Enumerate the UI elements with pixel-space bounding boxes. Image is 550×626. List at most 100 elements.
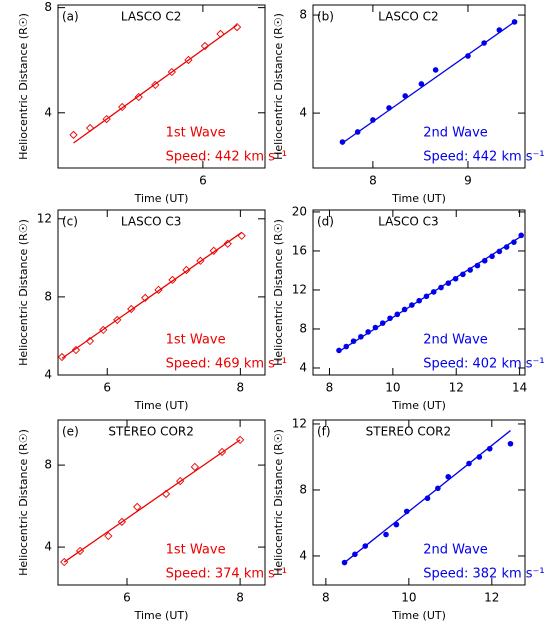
plot-frame — [312, 419, 526, 586]
data-point — [200, 41, 210, 51]
data-point — [503, 244, 510, 250]
x-tick-label: 6 — [123, 591, 131, 605]
y-axis-label: Heliocentric Distance (R☉) — [272, 219, 285, 366]
data-point — [75, 546, 85, 556]
data-point — [71, 345, 81, 355]
data-point — [379, 320, 386, 326]
data-point — [341, 559, 348, 566]
y-tick-label: 12 — [292, 282, 307, 296]
x-tick-label: 12 — [484, 591, 499, 605]
y-axis-label: Heliocentric Distance (R☉) — [17, 219, 30, 366]
data-point — [489, 253, 495, 260]
data-point — [386, 105, 392, 111]
y-axis-label: Heliocentric Distance (R☉) — [17, 429, 30, 576]
data-point — [445, 473, 452, 480]
y-tick-label: 8 — [299, 482, 307, 496]
data-point — [113, 315, 122, 325]
data-point — [57, 352, 67, 362]
data-point — [209, 246, 218, 255]
plot-frame — [57, 419, 266, 586]
y-tick-label: 8 — [299, 321, 307, 335]
data-point — [182, 265, 191, 275]
x-axis-label: Time (UT) — [134, 609, 189, 622]
data-point — [432, 67, 439, 73]
data-point — [102, 114, 111, 124]
y-axis-label: Heliocentric Distance (R☉) — [272, 429, 285, 576]
data-point — [401, 306, 408, 313]
x-tick-label: 10 — [385, 381, 400, 395]
data-point — [511, 239, 517, 245]
y-tick-label: 4 — [44, 105, 52, 119]
speed-label: Speed: 469 km s⁻¹ — [166, 357, 287, 372]
x-tick-label: 14 — [512, 381, 527, 395]
x-tick-label: 10 — [401, 591, 416, 605]
data-point — [161, 489, 171, 499]
data-point — [151, 80, 160, 90]
x-tick-label: 6 — [199, 174, 207, 188]
y-tick-label: 4 — [299, 360, 307, 374]
data-point — [167, 67, 176, 77]
x-axis-label: Time (UT) — [391, 609, 446, 622]
y-tick-label: 4 — [44, 540, 52, 554]
y-tick-label: 8 — [44, 0, 52, 14]
data-point — [176, 476, 185, 486]
panel-label: (c) — [62, 215, 78, 229]
y-axis-label: Heliocentric Distance (R☉) — [17, 13, 30, 160]
fit-line — [63, 439, 241, 563]
plot-frame — [312, 209, 526, 376]
instrument-label: LASCO C3 — [121, 215, 181, 229]
panel-label: (e) — [62, 425, 79, 439]
data-point — [445, 280, 452, 286]
data-point — [481, 40, 487, 46]
data-point — [352, 551, 358, 558]
x-tick-label: 9 — [464, 174, 472, 188]
data-point — [365, 329, 371, 335]
data-point — [358, 333, 364, 340]
speed-label: Speed: 382 km s⁻¹ — [423, 567, 544, 582]
data-point — [69, 130, 78, 140]
data-point — [370, 117, 376, 123]
data-point — [134, 92, 143, 102]
fit-line — [61, 231, 243, 359]
wave-label: 1st Wave — [166, 126, 226, 141]
data-point — [99, 325, 108, 335]
panel-label: (d) — [317, 215, 334, 229]
data-point — [507, 440, 514, 447]
instrument-label: LASCO C2 — [121, 10, 181, 24]
data-point — [511, 19, 518, 25]
speed-label: Speed: 442 km s⁻¹ — [423, 150, 544, 165]
y-tick-label: 12 — [37, 211, 52, 225]
data-point — [336, 347, 342, 354]
data-point — [481, 257, 488, 264]
instrument-label: LASCO C3 — [378, 215, 438, 229]
data-point — [435, 485, 441, 492]
data-point — [196, 256, 205, 265]
speed-label: Speed: 442 km s⁻¹ — [166, 150, 287, 165]
x-tick-label: 8 — [369, 174, 377, 188]
data-point — [402, 93, 409, 99]
y-axis-label: Heliocentric Distance (R☉) — [272, 13, 285, 160]
data-point — [383, 531, 389, 538]
data-point — [85, 336, 95, 346]
data-point — [476, 454, 483, 460]
data-point — [223, 239, 232, 248]
wave-label: 1st Wave — [166, 333, 226, 348]
wave-label: 2nd Wave — [423, 126, 488, 141]
y-tick-label: 16 — [292, 243, 307, 257]
data-point — [452, 275, 459, 282]
data-point — [354, 129, 361, 135]
data-point — [216, 29, 225, 39]
x-tick-label: 8 — [322, 591, 330, 605]
panel-label: (b) — [317, 10, 334, 24]
plot-frame — [57, 209, 266, 376]
x-tick-label: 12 — [449, 381, 464, 395]
x-axis-label: Time (UT) — [134, 192, 189, 205]
data-point — [394, 311, 401, 318]
instrument-label: STEREO COR2 — [108, 425, 194, 439]
y-tick-label: 4 — [299, 106, 307, 120]
data-point — [85, 123, 95, 133]
data-point — [409, 302, 415, 308]
instrument-label: LASCO C2 — [378, 10, 438, 24]
data-point — [423, 293, 430, 300]
